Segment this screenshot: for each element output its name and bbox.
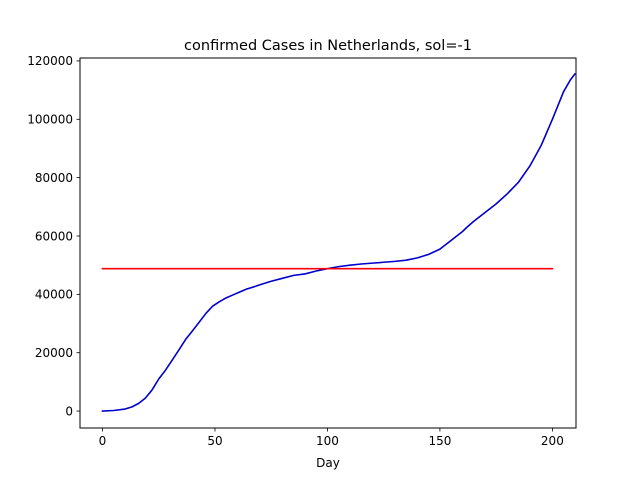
y-tick-label: 40000 [35, 288, 73, 302]
y-tick-label: 60000 [35, 229, 73, 243]
x-tick-label: 150 [428, 434, 451, 448]
y-tick-label: 100000 [27, 113, 73, 127]
series-line-1 [101, 72, 577, 412]
x-axis-label: Day [316, 456, 340, 470]
x-tick-label: 100 [316, 434, 339, 448]
x-tick-label: 200 [541, 434, 564, 448]
plot-area-frame [79, 57, 577, 429]
x-tick-label: 50 [207, 434, 222, 448]
y-tick-label: 0 [65, 404, 73, 418]
y-axis: 0 20000 40000 60000 80000 100000 120000 [27, 54, 80, 418]
chart-title: confirmed Cases in Netherlands, sol=-1 [184, 38, 472, 54]
y-tick-label: 80000 [35, 171, 73, 185]
x-tick-label: 0 [99, 434, 107, 448]
y-tick-label: 20000 [35, 346, 73, 360]
y-tick-label: 120000 [27, 54, 73, 68]
x-axis: 0 50 100 150 200 [99, 428, 564, 448]
plot-series-group [101, 72, 577, 412]
